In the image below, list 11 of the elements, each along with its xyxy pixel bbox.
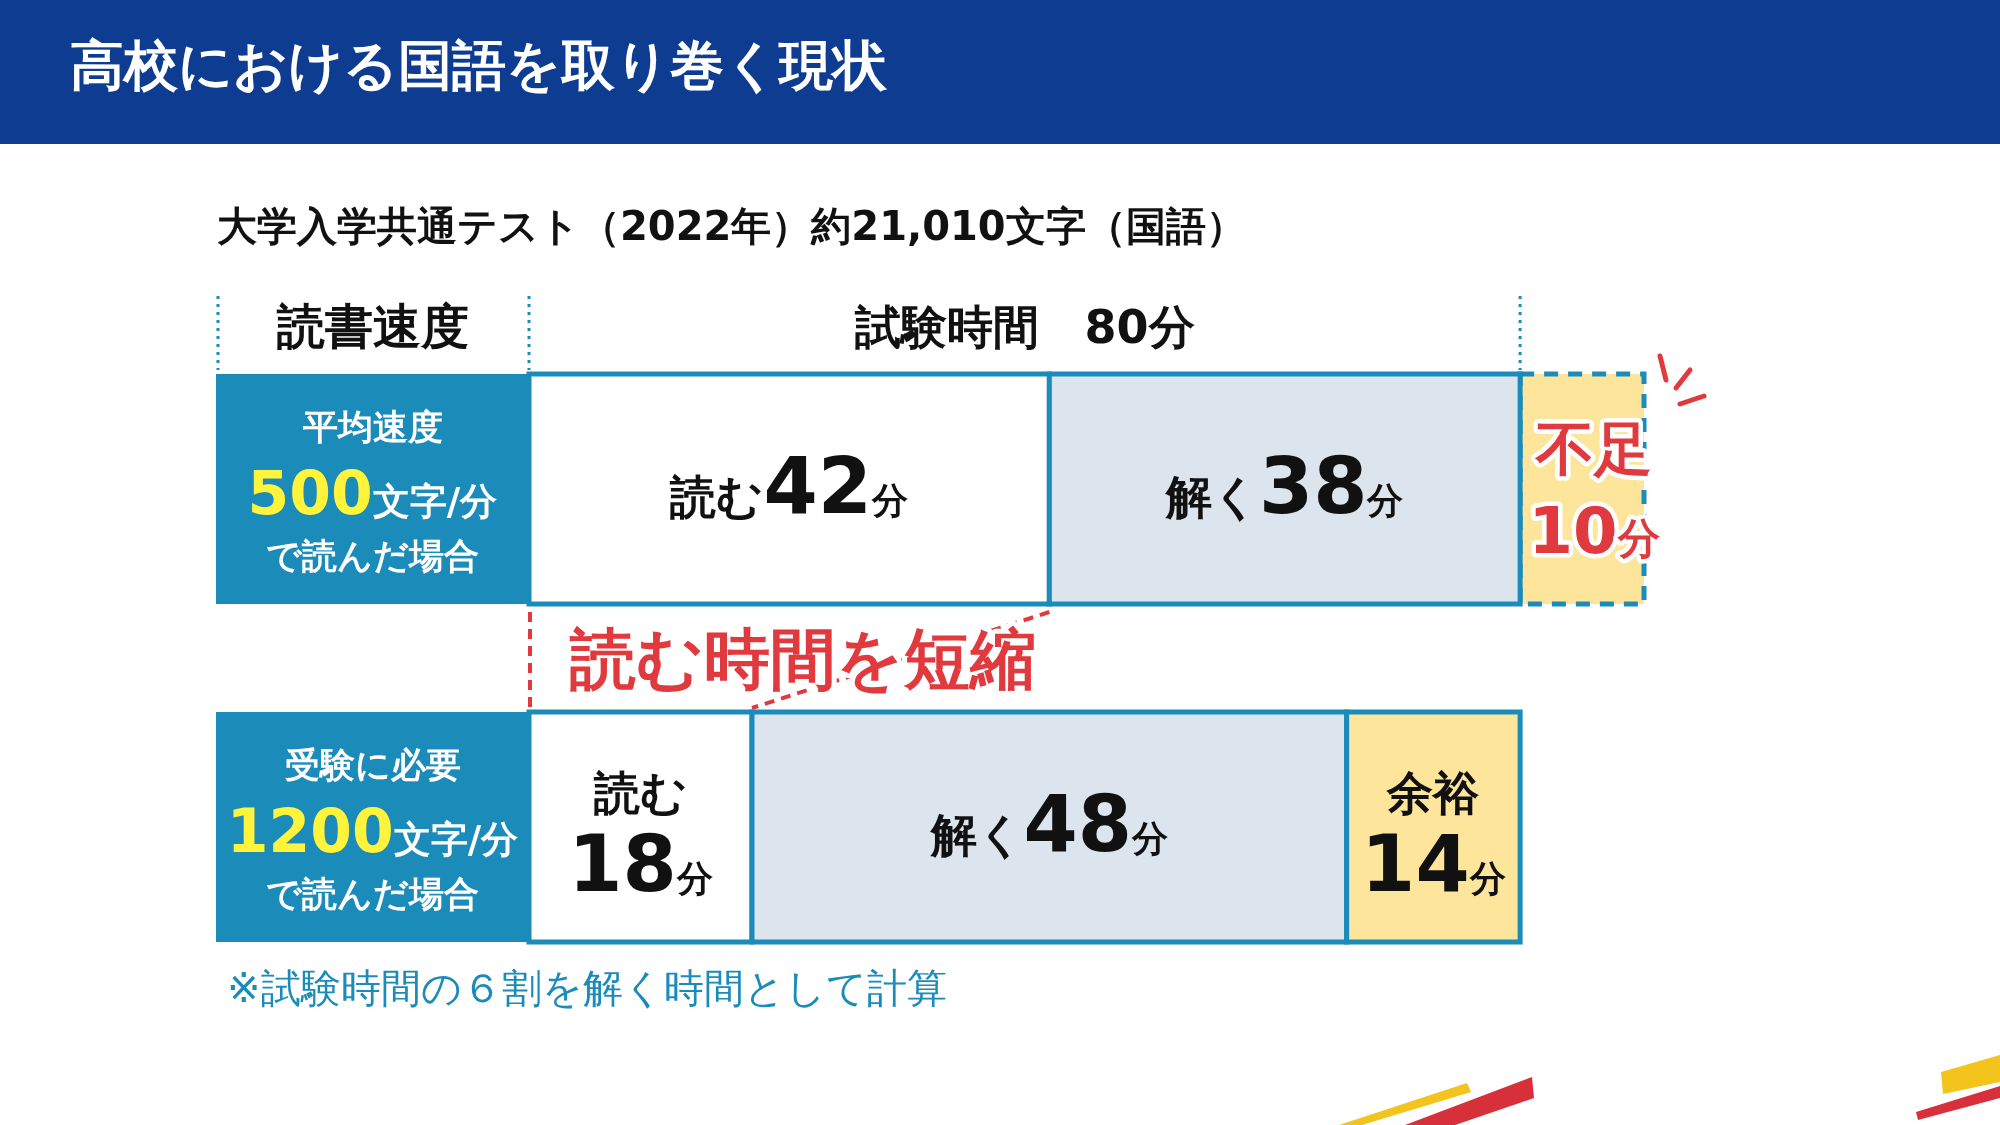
annotation: ※試験時間の６割を解く時間として計算 — [227, 965, 947, 1011]
data-label: 余裕14分 — [1361, 766, 1506, 909]
y-tick-label: 受験に必要1200文字/分で読んだ場合 — [226, 744, 519, 914]
x-axis-title: 試験時間 80分 — [853, 300, 1195, 354]
chart-title: 高校における国語を取り巻く現状 — [70, 34, 888, 97]
y-axis-title: 読書速度 — [275, 298, 469, 354]
data-label: 読む42分 — [669, 441, 908, 531]
annotation: 読む時間を短縮 — [569, 621, 1036, 698]
data-label: 読む18分 — [568, 766, 713, 909]
y-tick-label: 平均速度500文字/分で読んだ場合 — [247, 406, 498, 576]
chart-subtitle: 大学入学共通テスト（2022年）約21,010文字（国語） — [217, 203, 1246, 249]
